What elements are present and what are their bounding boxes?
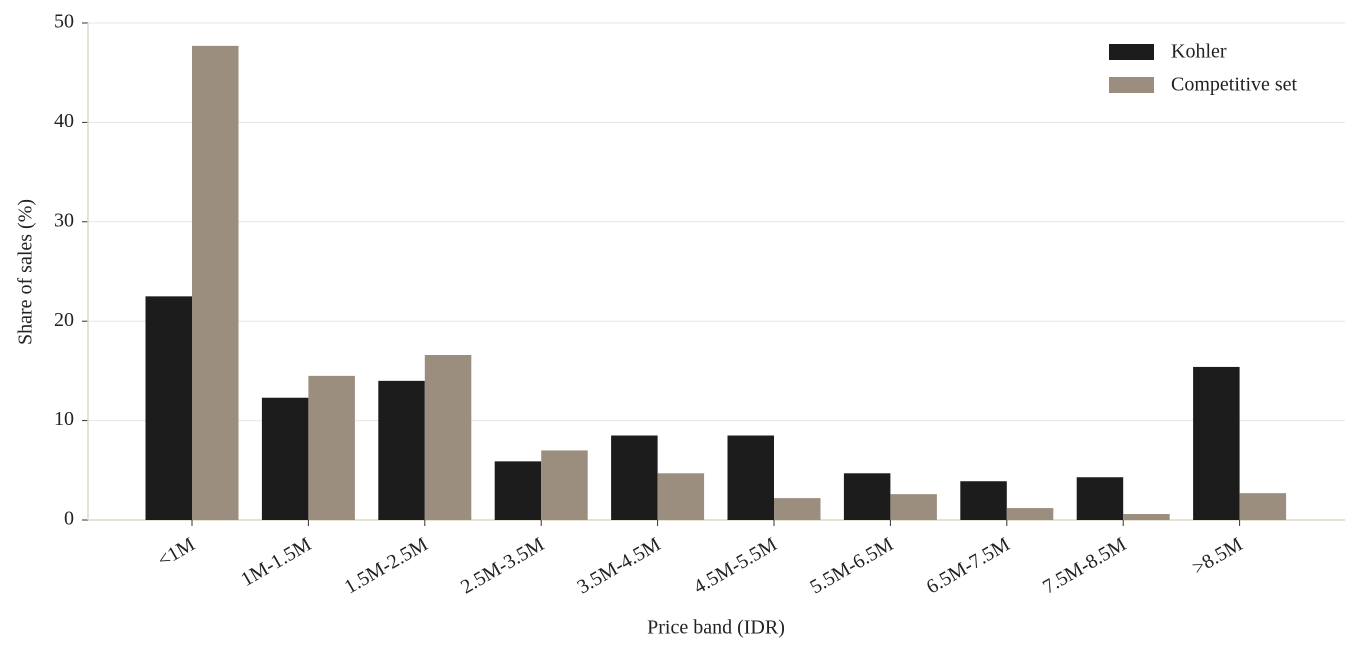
bar [378,380,425,520]
y-tick-label: 50 [54,11,74,33]
x-tick-label: >8.5M [1189,533,1247,579]
bar [145,296,192,520]
y-axis-label: Share of sales (%) [15,199,37,345]
x-tick-label: 2.5M-3.5M [457,533,548,598]
legend-swatch [1109,77,1154,93]
bar [843,473,891,520]
x-tick-label: 5.5M-6.5M [806,533,897,598]
bar [774,498,821,520]
bar [1006,508,1054,520]
bar [541,450,588,520]
x-tick-label: <1M [154,533,199,572]
x-tick-label: 1M-1.5M [237,533,315,591]
bar [1193,366,1240,520]
y-tick-label: 10 [54,408,74,430]
x-tick-label: 4.5M-5.5M [690,533,781,598]
bar [261,397,309,520]
y-tick-label: 30 [54,209,74,231]
bar [890,494,937,520]
bar [657,473,705,520]
bar [308,375,355,520]
bar [727,435,774,520]
y-tick-label: 40 [54,110,74,132]
bar [1123,514,1170,520]
y-tick-label: 0 [64,508,74,530]
legend-swatch [1109,44,1154,60]
bar [1239,493,1287,520]
bar [494,461,542,520]
legend-label: Kohler [1171,41,1227,63]
x-axis-label: Price band (IDR) [647,617,785,639]
bar [192,45,239,520]
x-tick-label: 6.5M-7.5M [923,533,1014,598]
legend-label: Competitive set [1171,74,1298,96]
bar [1076,477,1124,520]
bar [424,354,472,520]
x-tick-label: 7.5M-8.5M [1039,533,1130,598]
y-tick-label: 20 [54,309,74,331]
bar [960,481,1007,520]
x-tick-label: 3.5M-4.5M [574,533,665,598]
bar [611,435,658,520]
x-tick-label: 1.5M-2.5M [341,533,432,598]
